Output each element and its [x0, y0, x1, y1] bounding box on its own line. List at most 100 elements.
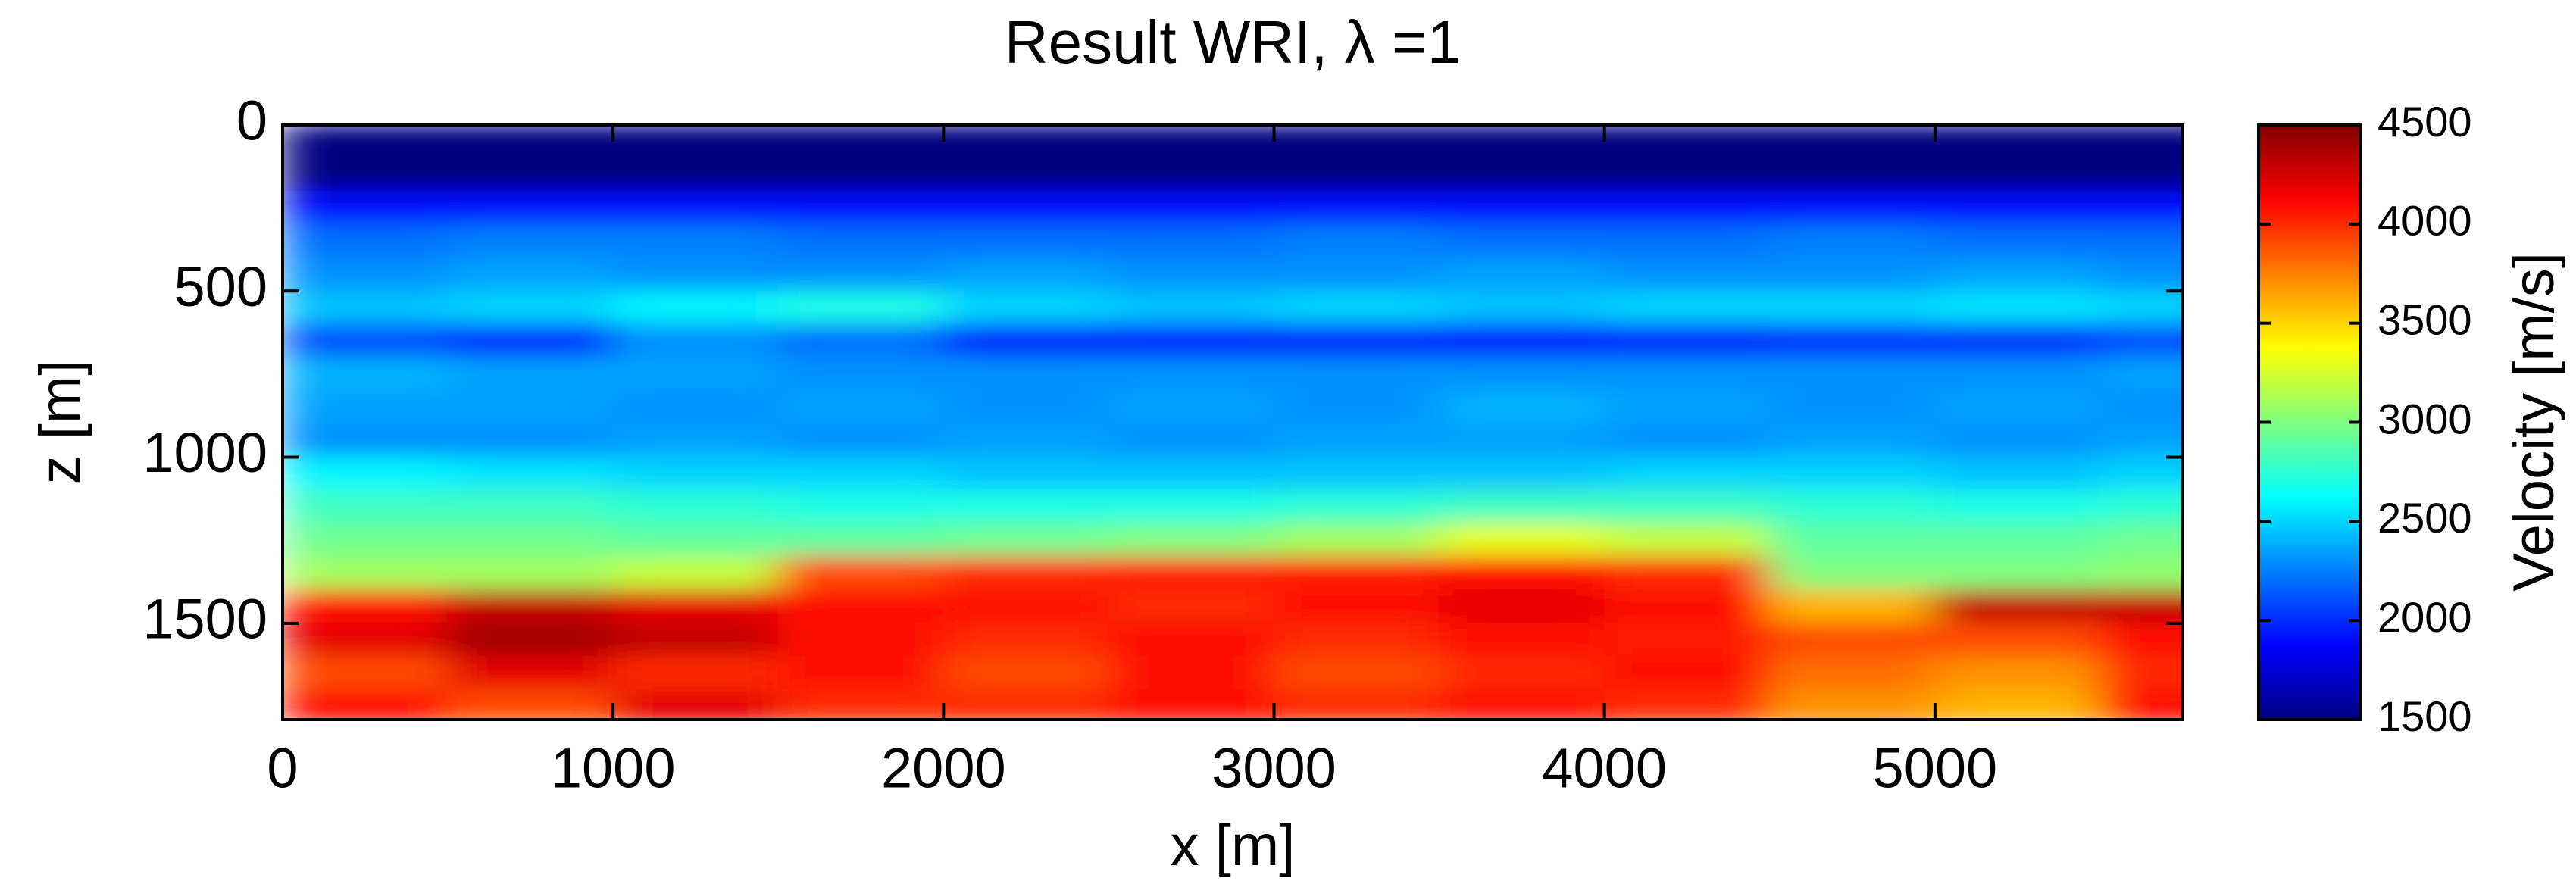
heatmap-cell	[2099, 290, 2183, 326]
heatmap-cell	[1438, 223, 1605, 259]
heatmap-cell	[283, 689, 449, 720]
heatmap-cell	[2099, 356, 2183, 392]
heatmap-cell	[1273, 223, 1440, 259]
x-tick-label: 4000	[1542, 737, 1667, 800]
chart-title: Result WRI, λ =1	[1005, 8, 1461, 76]
colorbar-label: Velocity [m/s]	[2502, 252, 2566, 592]
heatmap-cell	[447, 190, 614, 226]
heatmap-cell	[1273, 689, 1440, 720]
heatmap-cell	[943, 290, 1110, 326]
heatmap-cell	[1934, 356, 2101, 392]
heatmap-cell	[447, 689, 614, 720]
heatmap-cell	[1934, 389, 2101, 425]
heatmap-cell	[283, 125, 449, 159]
heatmap-cell	[1438, 323, 1605, 358]
heatmap-cell	[1108, 589, 1275, 624]
heatmap-cell	[612, 622, 780, 658]
heatmap-cell	[2099, 323, 2183, 358]
heatmap-cell	[1108, 689, 1275, 720]
heatmap-cell	[1273, 125, 1440, 159]
heatmap-cell	[283, 257, 449, 292]
heatmap-cell	[612, 323, 780, 358]
heatmap-cell	[1768, 622, 1936, 658]
heatmap-cell	[1934, 456, 2101, 492]
heatmap-cell	[1273, 323, 1440, 358]
heatmap-cell	[2099, 689, 2183, 720]
heatmap-cell	[1934, 523, 2101, 558]
colorbar-tick-label: 3500	[2377, 295, 2472, 343]
heatmap-cell	[447, 356, 614, 392]
heatmap	[283, 125, 2183, 720]
heatmap-cell	[943, 389, 1110, 425]
x-tick-label: 5000	[1873, 737, 1998, 800]
heatmap-cell	[1438, 655, 1605, 691]
y-tick-label: 500	[174, 255, 267, 318]
heatmap-cell	[1603, 190, 1771, 226]
heatmap-cell	[777, 456, 945, 492]
heatmap-cell	[1273, 523, 1440, 558]
heatmap-cell	[447, 290, 614, 326]
plot-frame	[281, 123, 2184, 721]
heatmap-cell	[612, 423, 780, 458]
heatmap-cell	[447, 157, 614, 192]
heatmap-cell	[1768, 655, 1936, 691]
heatmap-cell	[1108, 190, 1275, 226]
heatmap-cell	[1603, 489, 1771, 525]
heatmap-cell	[1603, 655, 1771, 691]
heatmap-cell	[612, 589, 780, 624]
heatmap-cell	[1273, 190, 1440, 226]
heatmap-cell	[777, 257, 945, 292]
colorbar-tick-label: 4000	[2377, 197, 2472, 245]
heatmap-cell	[1603, 323, 1771, 358]
heatmap-cell	[1934, 290, 2101, 326]
x-tick-label: 2000	[881, 737, 1006, 800]
heatmap-cell	[612, 157, 780, 192]
heatmap-cell	[1108, 523, 1275, 558]
heatmap-cell	[1108, 157, 1275, 192]
heatmap-cell	[447, 589, 614, 624]
heatmap-cell	[2099, 257, 2183, 292]
heatmap-cell	[1934, 323, 2101, 358]
heatmap-cell	[1273, 356, 1440, 392]
heatmap-cell	[1108, 356, 1275, 392]
heatmap-cell	[777, 655, 945, 691]
heatmap-cell	[1273, 556, 1440, 591]
heatmap-cell	[1768, 389, 1936, 425]
heatmap-cell	[777, 556, 945, 591]
heatmap-cell	[943, 190, 1110, 226]
heatmap-cell	[943, 523, 1110, 558]
heatmap-cell	[1934, 689, 2101, 720]
heatmap-cell	[1934, 423, 2101, 458]
heatmap-cell	[1273, 290, 1440, 326]
heatmap-cell	[1768, 125, 1936, 159]
heatmap-cell	[447, 423, 614, 458]
heatmap-cell	[1603, 622, 1771, 658]
heatmap-cell	[1934, 622, 2101, 658]
heatmap-cell	[447, 456, 614, 492]
heatmap-cell	[612, 356, 780, 392]
heatmap-cell	[2099, 223, 2183, 259]
heatmap-cell	[612, 223, 780, 259]
heatmap-cell	[2099, 589, 2183, 624]
heatmap-cell	[1768, 456, 1936, 492]
heatmap-cell	[612, 456, 780, 492]
heatmap-cell	[1273, 157, 1440, 192]
heatmap-cell	[943, 157, 1110, 192]
heatmap-cell	[1603, 556, 1771, 591]
heatmap-cell	[1934, 190, 2101, 226]
heatmap-cell	[1603, 356, 1771, 392]
heatmap-cell	[2099, 622, 2183, 658]
heatmap-cell	[943, 323, 1110, 358]
heatmap-cell	[1768, 523, 1936, 558]
heatmap-cell	[283, 389, 449, 425]
heatmap-cell	[1768, 157, 1936, 192]
heatmap-cell	[283, 655, 449, 691]
heatmap-cell	[1438, 622, 1605, 658]
heatmap-cell	[1108, 290, 1275, 326]
heatmap-cell	[447, 489, 614, 525]
heatmap-cell	[777, 125, 945, 159]
heatmap-cell	[1273, 489, 1440, 525]
heatmap-cell	[777, 290, 945, 326]
heatmap-cell	[777, 589, 945, 624]
